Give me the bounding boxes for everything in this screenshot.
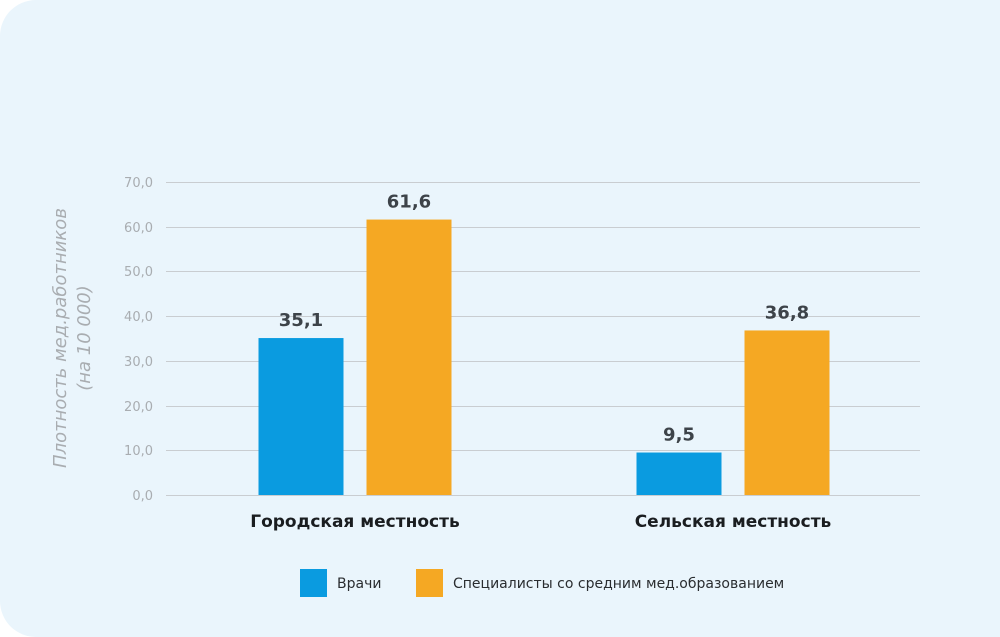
y-axis-title-line-2: (на 10 000): [74, 285, 95, 391]
y-tick-label: 10,0: [124, 444, 153, 459]
y-tick-label: 30,0: [124, 355, 153, 370]
y-tick-label: 20,0: [124, 400, 153, 415]
value-labels: 35,1 61,6 9,5 36,8: [279, 192, 809, 446]
legend-swatch: [300, 569, 327, 597]
category-labels: Городская местность Сельская местность: [250, 512, 831, 532]
category-label: Сельская местность: [635, 512, 832, 532]
y-axis-title: Плотность мед.работников (на 10 000): [50, 208, 95, 468]
y-tick-label: 0,0: [132, 489, 153, 504]
bar-nurses-rural: [744, 330, 830, 495]
y-tick-label: 70,0: [124, 176, 153, 191]
category-label: Городская местность: [250, 512, 459, 532]
bar-nurses-urban: [366, 219, 452, 495]
legend-label: Специалисты со средним мед.образованием: [453, 576, 784, 592]
y-tick-label: 40,0: [124, 310, 153, 325]
bars: [258, 219, 830, 495]
y-axis-title-line-1: Плотность мед.работников: [50, 208, 71, 468]
bar-doctors-urban: [258, 338, 344, 495]
value-label: 36,8: [765, 302, 809, 323]
bar-doctors-rural: [636, 452, 722, 495]
y-axis-ticks: 0,0 10,0 20,0 30,0 40,0 50,0 60,0 70,0: [124, 176, 153, 504]
legend-swatch: [416, 569, 443, 597]
value-label: 35,1: [279, 310, 323, 331]
value-label: 61,6: [387, 192, 431, 213]
y-tick-label: 50,0: [124, 265, 153, 280]
value-label: 9,5: [663, 425, 695, 446]
y-tick-label: 60,0: [124, 221, 153, 236]
legend-label: Врачи: [337, 576, 381, 592]
legend: Врачи Специалисты со средним мед.образова…: [300, 569, 784, 597]
